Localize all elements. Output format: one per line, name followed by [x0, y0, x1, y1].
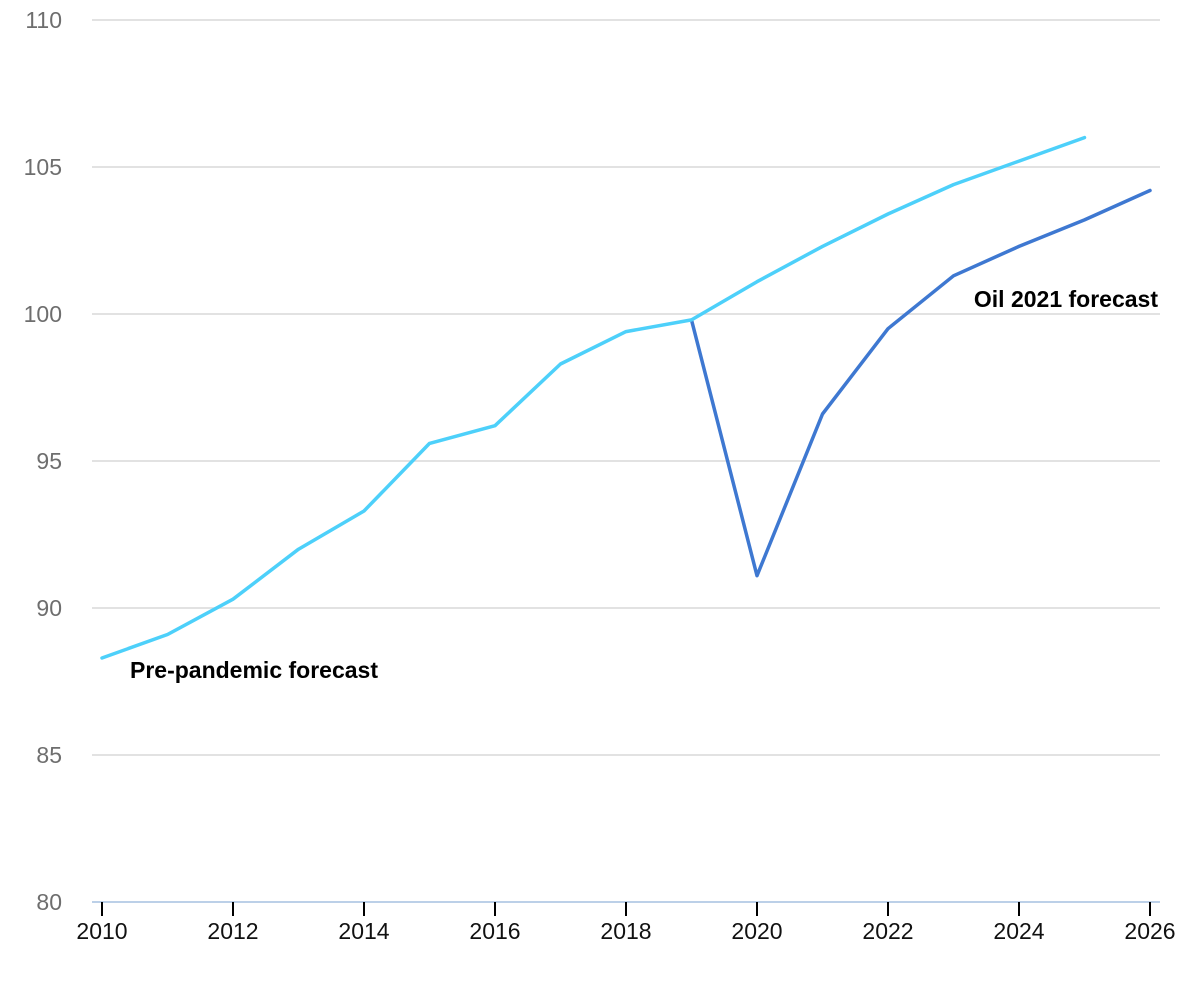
series-lines [100, 135, 1152, 660]
x-tick-label: 2012 [207, 918, 258, 944]
x-tick-label: 2016 [469, 918, 520, 944]
gridlines [92, 19, 1160, 756]
y-tick-label: 105 [24, 154, 62, 180]
series-label-oil-2021: Oil 2021 forecast [974, 286, 1158, 312]
series-label-pre-pandemic: Pre-pandemic forecast [130, 657, 378, 683]
x-tick-label: 2024 [993, 918, 1044, 944]
x-tick-label: 2026 [1124, 918, 1175, 944]
x-tick-label: 2020 [731, 918, 782, 944]
x-tick-label: 2018 [600, 918, 651, 944]
series-line-0 [100, 135, 1087, 660]
x-tick-label: 2014 [338, 918, 389, 944]
y-axis-labels: 80 85 90 95 100 105 110 [24, 7, 62, 915]
x-tick-label: 2010 [76, 918, 127, 944]
y-tick-label: 80 [36, 889, 62, 915]
y-tick-label: 85 [36, 742, 62, 768]
series-line-1 [689, 188, 1152, 578]
y-tick-label: 110 [25, 7, 62, 33]
x-tick-label: 2022 [862, 918, 913, 944]
y-tick-label: 100 [24, 301, 62, 327]
y-tick-label: 95 [36, 448, 62, 474]
x-axis-labels: 2010 2012 2014 2016 2018 2020 2022 2024 2026 [76, 918, 1175, 944]
x-axis [92, 901, 1160, 916]
y-tick-label: 90 [36, 595, 62, 621]
